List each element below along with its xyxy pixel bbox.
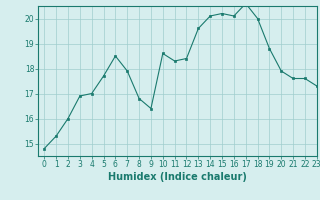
X-axis label: Humidex (Indice chaleur): Humidex (Indice chaleur) (108, 172, 247, 182)
